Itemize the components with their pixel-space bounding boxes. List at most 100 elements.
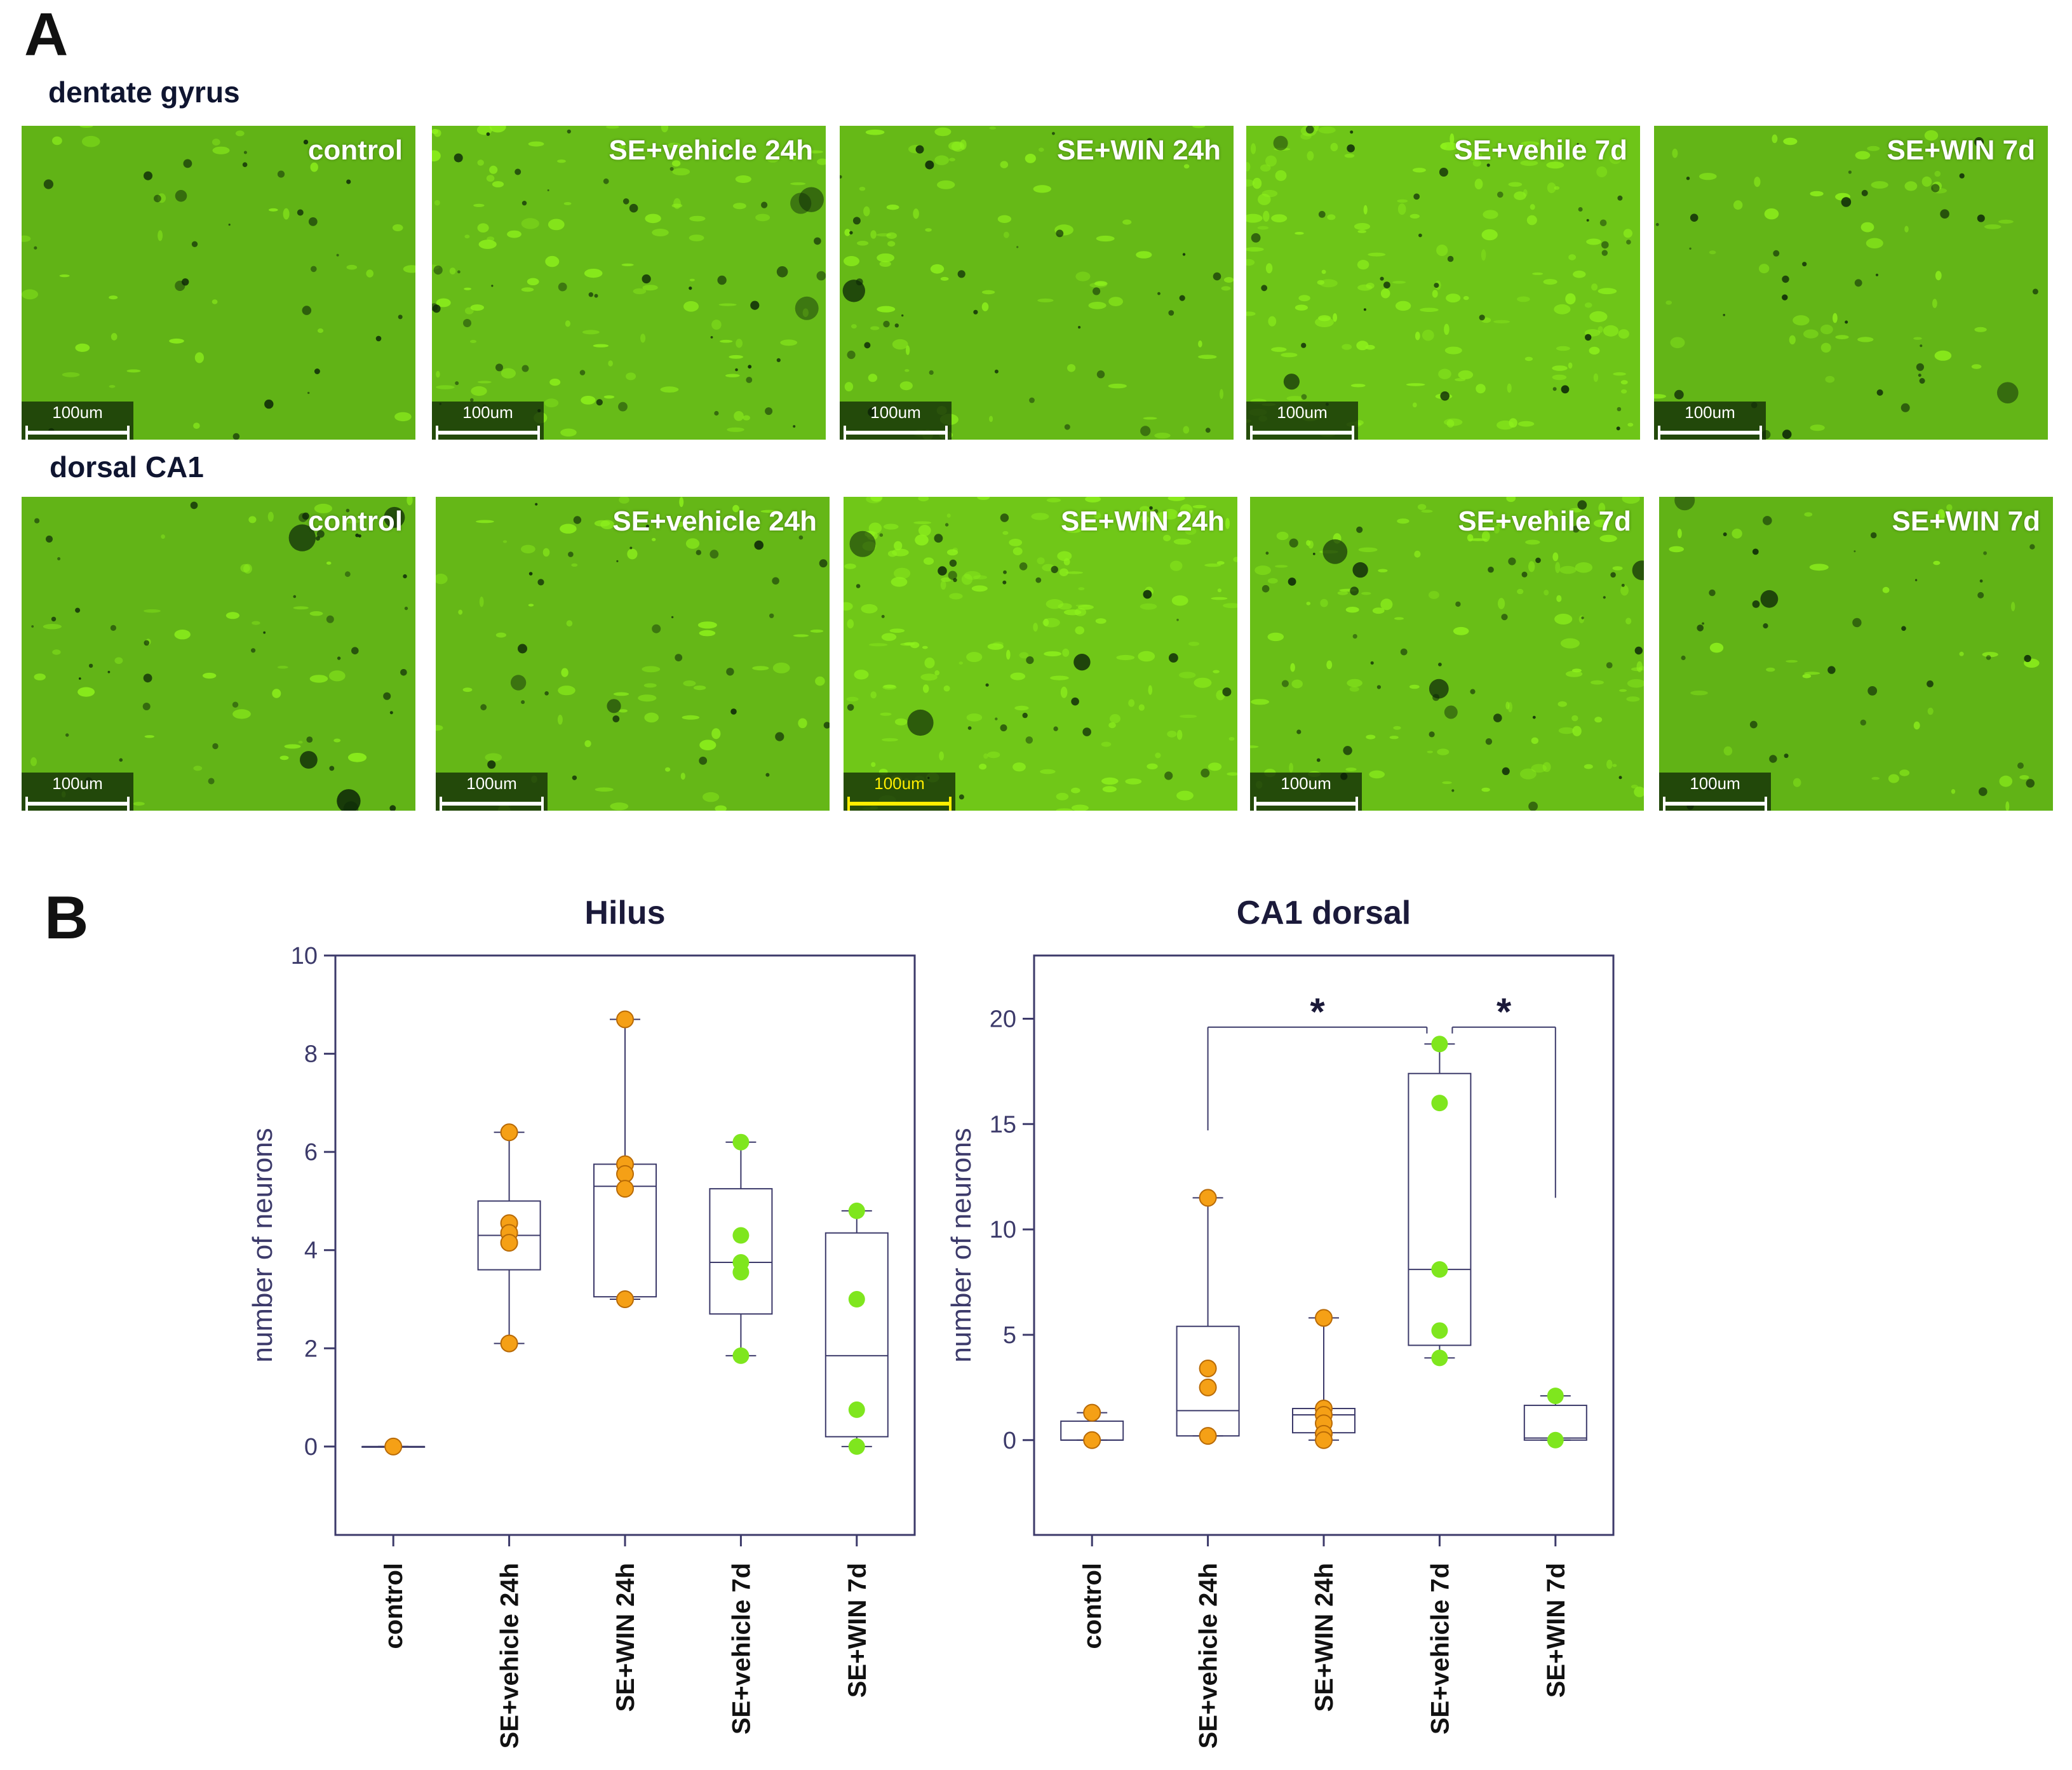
data-point <box>848 1438 865 1455</box>
scale-bar-label: 100um <box>1685 403 1735 422</box>
data-point <box>1315 1431 1333 1449</box>
y-tick-label: 10 <box>990 1217 1016 1243</box>
tissue-texture <box>432 126 826 440</box>
data-point <box>1431 1349 1448 1367</box>
micrograph-condition-label: SE+WIN 24h <box>1057 135 1221 166</box>
scale-bar-label: 100um <box>1277 403 1328 422</box>
scale-bar <box>25 426 130 440</box>
tissue-texture <box>1246 126 1640 440</box>
data-point <box>732 1347 750 1364</box>
x-tick-label: control <box>1079 1563 1107 1649</box>
tissue-texture <box>22 497 415 811</box>
tissue-texture <box>22 126 415 440</box>
scale-bar-box: 100um <box>1246 402 1358 440</box>
tissue-texture <box>1654 126 2048 440</box>
micrograph-dorsal-ca1-0: control 100um <box>22 497 415 811</box>
scale-bar-label: 100um <box>466 774 517 793</box>
row-label-dentate-gyrus: dentate gyrus <box>48 76 240 109</box>
scale-bar-label: 100um <box>52 403 103 422</box>
scale-bar <box>1254 797 1358 811</box>
micrograph-condition-label: control <box>307 506 403 537</box>
x-tick-label: SE+vehicle 7d <box>1426 1563 1454 1734</box>
chart-title: CA1 dorsal <box>1237 895 1411 931</box>
data-point <box>384 1437 403 1456</box>
data-point <box>500 1234 518 1252</box>
scale-bar <box>1250 426 1354 440</box>
micrograph-dentate-gyrus-4: SE+WIN 7d 100um <box>1654 126 2048 440</box>
chart-title: Hilus <box>584 895 665 931</box>
y-tick-label: 5 <box>1003 1322 1016 1349</box>
data-point <box>1431 1036 1448 1053</box>
box-iqr <box>824 1232 889 1438</box>
scale-bar-box: 100um <box>436 773 548 811</box>
tissue-texture <box>840 126 1234 440</box>
scale-bar-box: 100um <box>22 773 133 811</box>
data-point <box>1547 1431 1564 1449</box>
x-tick-label: SE+WIN 24h <box>1310 1563 1338 1712</box>
y-tick-label: 20 <box>990 1006 1016 1032</box>
scale-bar <box>440 797 544 811</box>
micrograph-dorsal-ca1-3: SE+vehile 7d 100um <box>1250 497 1644 811</box>
scale-bar <box>844 426 948 440</box>
y-tick-label: 6 <box>304 1139 318 1166</box>
significance-star: * <box>1310 990 1325 1033</box>
scale-bar-label: 100um <box>462 403 513 422</box>
micrograph-condition-label: SE+vehile 7d <box>1454 135 1627 166</box>
row-label-dorsal-ca1: dorsal CA1 <box>50 450 204 483</box>
y-tick-label: 4 <box>304 1238 318 1264</box>
micrograph-condition-label: control <box>307 135 403 166</box>
panel-b-letter: B <box>44 884 89 952</box>
scale-bar-label: 100um <box>52 774 103 793</box>
box-iqr <box>1408 1072 1472 1346</box>
data-point <box>1315 1309 1333 1327</box>
micrograph-condition-label: SE+vehicle 24h <box>609 135 813 166</box>
scale-bar-label: 100um <box>1690 774 1740 793</box>
micrograph-dorsal-ca1-2: SE+WIN 24h 100um <box>844 497 1237 811</box>
y-tick-label: 2 <box>304 1335 318 1362</box>
data-point <box>732 1133 750 1151</box>
y-axis-label: number of neurons <box>247 1128 278 1362</box>
tissue-texture <box>1659 497 2053 811</box>
y-tick-label: 0 <box>1003 1428 1016 1454</box>
micrograph-dorsal-ca1-1: SE+vehicle 24h 100um <box>436 497 830 811</box>
data-point <box>500 1123 518 1142</box>
data-point <box>1547 1388 1564 1405</box>
tissue-texture <box>1250 497 1644 811</box>
scale-bar-box: 100um <box>840 402 952 440</box>
y-tick-label: 8 <box>304 1041 318 1068</box>
data-point <box>732 1264 750 1281</box>
micrograph-dentate-gyrus-3: SE+vehile 7d 100um <box>1246 126 1640 440</box>
data-point <box>848 1291 865 1308</box>
y-tick-label: 15 <box>990 1111 1016 1138</box>
data-point <box>616 1180 634 1198</box>
x-tick-label: SE+WIN 7d <box>1542 1563 1570 1698</box>
data-point <box>848 1202 865 1219</box>
data-point <box>1199 1360 1217 1378</box>
scale-bar <box>1658 426 1762 440</box>
data-point <box>1431 1322 1448 1339</box>
data-point <box>1199 1378 1217 1396</box>
data-point <box>1199 1189 1217 1207</box>
data-point <box>1431 1095 1448 1112</box>
micrograph-condition-label: SE+vehicle 24h <box>612 506 817 537</box>
x-tick-label: SE+WIN 7d <box>844 1563 871 1698</box>
scale-bar-label: 100um <box>870 403 921 422</box>
scale-bar <box>436 426 540 440</box>
data-point <box>616 1010 634 1029</box>
scale-bar-box: 100um <box>1659 773 1771 811</box>
scale-bar <box>847 797 952 811</box>
data-point <box>500 1334 518 1353</box>
data-point <box>1199 1427 1217 1445</box>
scale-bar-box: 100um <box>1654 402 1766 440</box>
data-point <box>732 1227 750 1244</box>
data-point <box>616 1165 634 1183</box>
x-tick-label: SE+vehicle 7d <box>727 1563 755 1734</box>
tissue-texture <box>436 497 830 811</box>
micrograph-condition-label: SE+WIN 7d <box>1887 135 2036 166</box>
data-point <box>616 1290 634 1309</box>
micrograph-dentate-gyrus-1: SE+vehicle 24h 100um <box>432 126 826 440</box>
micrograph-dentate-gyrus-0: control 100um <box>22 126 415 440</box>
x-tick-label: control <box>380 1563 408 1649</box>
micrograph-dentate-gyrus-2: SE+WIN 24h 100um <box>840 126 1234 440</box>
scale-bar-box: 100um <box>1250 773 1362 811</box>
